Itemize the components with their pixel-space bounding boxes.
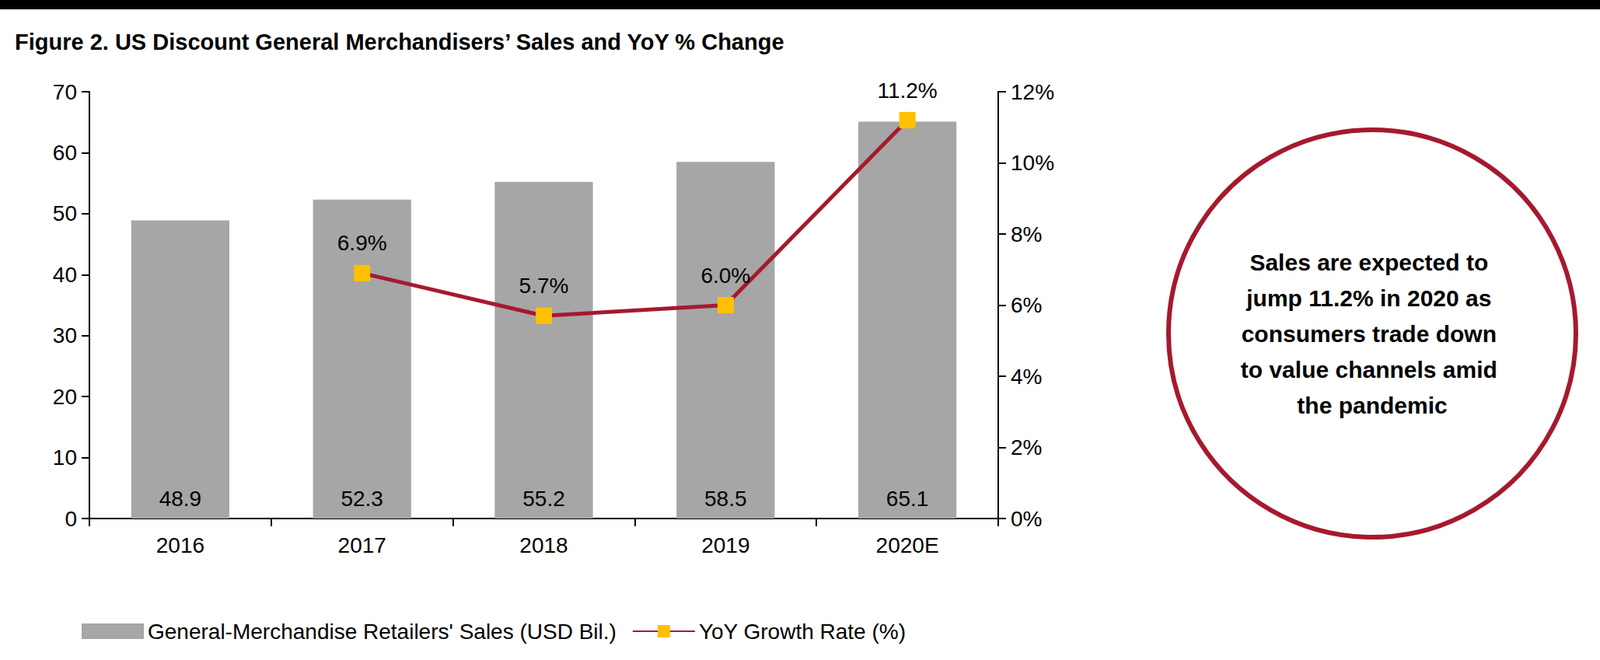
svg-text:6.0%: 6.0% [700, 263, 751, 288]
svg-text:2019: 2019 [701, 533, 750, 558]
svg-text:General-Merchandise Retailers': General-Merchandise Retailers' Sales (US… [147, 619, 617, 644]
svg-text:Figure 2. US Discount General: Figure 2. US Discount General Merchandis… [14, 29, 785, 55]
svg-text:50: 50 [52, 201, 77, 226]
svg-text:YoY Growth Rate (%): YoY Growth Rate (%) [698, 619, 906, 644]
svg-text:to value channels amid: to value channels amid [1240, 356, 1504, 383]
svg-text:10%: 10% [1010, 150, 1055, 175]
svg-text:52.3: 52.3 [340, 486, 384, 511]
svg-text:20: 20 [52, 384, 77, 409]
svg-text:60: 60 [52, 140, 77, 165]
svg-text:2018: 2018 [519, 533, 568, 558]
svg-text:12%: 12% [1010, 80, 1055, 105]
svg-text:2017: 2017 [338, 533, 387, 558]
svg-text:30: 30 [52, 323, 77, 348]
svg-text:6%: 6% [1010, 293, 1042, 318]
svg-text:65.1: 65.1 [886, 486, 930, 511]
svg-text:55.2: 55.2 [522, 486, 566, 511]
svg-text:0: 0 [64, 506, 77, 532]
svg-text:11.2%: 11.2% [876, 78, 937, 103]
svg-text:Sales are expected to: Sales are expected to [1249, 249, 1495, 276]
svg-text:70: 70 [52, 80, 77, 105]
svg-text:0%: 0% [1010, 506, 1042, 532]
svg-text:jump 11.2% in 2020 as: jump 11.2% in 2020 as [1245, 285, 1499, 311]
svg-text:8%: 8% [1010, 222, 1042, 247]
svg-text:48.9: 48.9 [159, 486, 203, 511]
svg-text:5.7%: 5.7% [519, 273, 570, 298]
svg-text:consumers trade down: consumers trade down [1241, 321, 1504, 347]
svg-text:2016: 2016 [156, 533, 205, 558]
svg-text:10: 10 [52, 445, 77, 470]
svg-text:the pandemic: the pandemic [1296, 392, 1447, 419]
svg-text:2020E: 2020E [876, 533, 940, 558]
svg-text:2%: 2% [1010, 435, 1042, 460]
svg-text:4%: 4% [1010, 364, 1042, 389]
svg-text:40: 40 [52, 262, 77, 287]
svg-text:58.5: 58.5 [704, 486, 748, 511]
svg-text:6.9%: 6.9% [337, 230, 388, 256]
